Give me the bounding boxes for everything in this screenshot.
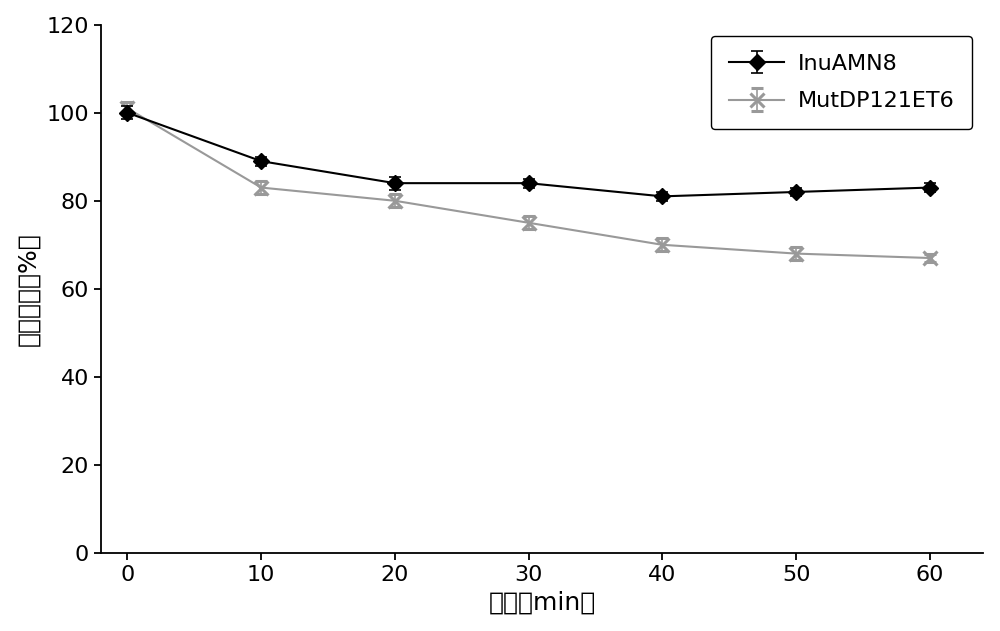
Y-axis label: 相对活性（%）: 相对活性（%） [17,232,41,346]
Legend: InuAMN8, MutDP121ET6: InuAMN8, MutDP121ET6 [711,36,972,129]
X-axis label: 时间（min）: 时间（min） [488,591,596,615]
